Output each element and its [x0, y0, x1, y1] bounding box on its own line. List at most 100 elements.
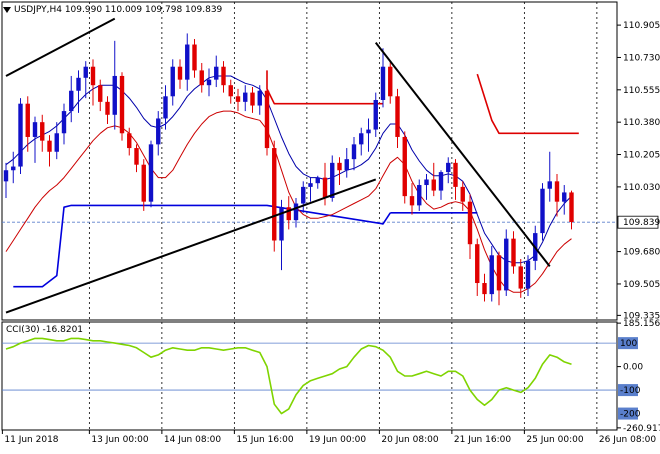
candle-body [272, 148, 277, 241]
current-price-label: 109.839 [623, 218, 660, 228]
candle-body [3, 170, 9, 182]
candle-body [402, 136, 407, 197]
cci-tick-label: -100 [620, 386, 641, 396]
candle-body [250, 92, 255, 106]
candle-body [380, 66, 386, 100]
candle-body [279, 207, 284, 241]
candle-body [264, 90, 270, 149]
time-tick-label: 21 Jun 16:00 [454, 435, 511, 445]
candle-body [214, 66, 219, 80]
candle-body [373, 99, 378, 130]
candle-body [286, 207, 291, 221]
time-tick-label: 20 Jun 08:00 [381, 435, 438, 445]
candle-body [554, 181, 560, 202]
candle-body [518, 266, 523, 289]
candle-body [11, 166, 16, 171]
cci-level-box [618, 384, 638, 397]
time-tick-label: 25 Jun 00:00 [526, 435, 583, 445]
cci-panel-frame [1, 321, 618, 431]
candle-body [453, 162, 458, 187]
candle-body [293, 203, 299, 221]
price-tick-label: 110.205 [623, 151, 660, 161]
candle-body [496, 255, 502, 291]
candle-body [446, 162, 451, 173]
candle-body [417, 185, 422, 206]
cci-level-box [618, 337, 638, 350]
candle-body [431, 179, 436, 191]
candle-body [177, 66, 183, 80]
price-tick-label: 110.030 [623, 183, 660, 193]
candle-body [489, 255, 494, 295]
candle-body [76, 77, 81, 91]
candle-body [156, 118, 161, 145]
cci-tick-label: -200 [620, 410, 641, 420]
trendline [5, 17, 116, 77]
candle-body [547, 181, 552, 189]
candle-body [163, 96, 168, 119]
candle-body [330, 162, 335, 198]
price-tick-label: 110.730 [623, 53, 660, 63]
candle-body [90, 66, 96, 86]
candle-body [199, 70, 204, 86]
price-tick-label: 109.505 [623, 280, 660, 290]
candle-body [257, 90, 262, 106]
candle-body [185, 44, 190, 80]
candle-body [61, 111, 67, 134]
trendline [5, 178, 377, 314]
candle-body [388, 66, 393, 97]
candle-body [98, 85, 103, 102]
candle-body [148, 144, 154, 202]
candle-body [525, 260, 531, 289]
time-tick-label: 19 Jun 00:00 [309, 435, 366, 445]
price-panel-frame [1, 1, 618, 321]
candle-body [235, 96, 241, 102]
price-tick-label: 109.335 [623, 311, 660, 321]
price-tick-label: 110.380 [623, 118, 660, 128]
price-tick-label: 110.905 [623, 21, 660, 31]
triangle-down-icon[interactable] [3, 7, 11, 13]
time-tick-label: 15 Jun 16:00 [236, 435, 293, 445]
symbol-header: USDJPY,H4 109.990 110.009 109.798 109.83… [3, 3, 222, 17]
cci-tick-label: 0.00 [623, 363, 643, 373]
candle-body [170, 66, 175, 97]
candle-body [467, 201, 473, 245]
candle-body [25, 103, 30, 137]
candle-body [40, 122, 45, 141]
candle-body [475, 244, 480, 284]
candle-body [562, 192, 567, 202]
candle-body [32, 122, 38, 137]
candle-body [359, 133, 364, 145]
candle-body [395, 96, 400, 137]
candle-body [504, 238, 509, 291]
price-tick-label: 110.555 [623, 86, 660, 96]
candle-body [322, 177, 328, 198]
candle-body [127, 133, 132, 149]
candle-body [228, 85, 233, 97]
cci-tick-label: 185.1565 [623, 319, 660, 329]
cci-level-box [618, 407, 638, 420]
current-price-box [617, 215, 659, 229]
time-tick-label: 13 Jun 00:00 [91, 435, 148, 445]
candle-body [460, 186, 465, 202]
candle-body [54, 133, 59, 152]
ma-red-line [5, 110, 572, 293]
candle-body [308, 183, 313, 187]
candle-body [83, 66, 88, 78]
candle-body [366, 129, 371, 134]
candle-body [301, 186, 306, 204]
price-tick-label: 109.680 [623, 248, 660, 258]
candle-body [206, 79, 212, 86]
candle-body [337, 162, 342, 171]
stop-line-red [476, 73, 579, 135]
time-tick-label: 11 Jun 2018 [4, 435, 58, 445]
candle-body [69, 90, 74, 112]
stop-line-blue [13, 204, 391, 288]
time-tick-label: 26 Jun 08:00 [599, 435, 656, 445]
candle-body [409, 196, 415, 206]
cci-tick-label: -260.9171 [623, 424, 660, 434]
trendline [374, 42, 551, 267]
candle-body [569, 192, 574, 223]
candle-body [315, 177, 320, 184]
candle-body [192, 44, 197, 71]
